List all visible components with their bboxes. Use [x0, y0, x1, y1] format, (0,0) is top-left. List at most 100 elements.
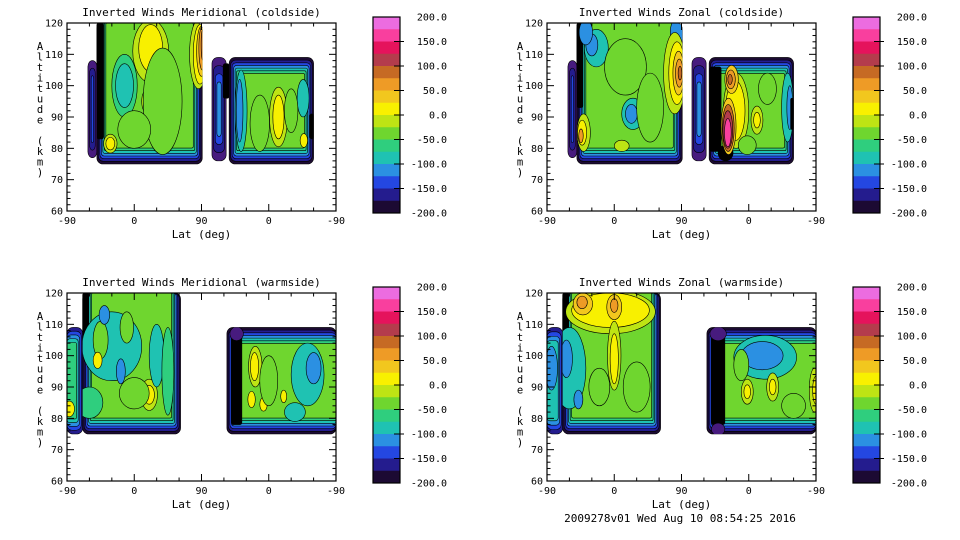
- x-axis-title: Lat (deg): [652, 228, 712, 241]
- colorbar-tick-label: -200.0: [891, 209, 927, 220]
- y-tick-label: 90: [51, 113, 63, 124]
- colorbar-tick-label: 200.0: [897, 283, 927, 294]
- x-tick-label: 0: [131, 216, 137, 227]
- colorbar-tick-label: 200.0: [897, 13, 927, 24]
- colorbar-tick-label: -200.0: [411, 479, 447, 490]
- colorbar-tick-label: -100.0: [411, 160, 447, 171]
- colorbar: 200.0 150.0 100.0 50.0 0.0 -50.0 -100.0 -150.0 -…: [372, 283, 447, 490]
- x-tick-label: 0: [131, 486, 137, 497]
- contour-field: [67, 293, 336, 435]
- y-tick-label: 100: [45, 351, 63, 362]
- colorbar-tick-label: 50.0: [903, 356, 927, 367]
- colorbar-tick-label: 150.0: [417, 307, 447, 318]
- figure-footer: 2009278v01 Wed Aug 10 08:54:25 2016: [564, 512, 796, 525]
- axes: [66, 22, 337, 212]
- y-tick-label: 110: [45, 50, 63, 61]
- y-tick-label: 120: [525, 289, 543, 300]
- contour-field: [87, 23, 314, 165]
- colorbar-tick-label: 100.0: [897, 332, 927, 343]
- colorbar-tick-label: 150.0: [897, 37, 927, 48]
- x-tick-label: 90: [675, 486, 687, 497]
- y-tick-label: 70: [531, 445, 543, 456]
- x-tick-label: 0: [611, 486, 617, 497]
- x-tick-label: -90: [807, 486, 825, 497]
- colorbar-tick-label: 0.0: [429, 111, 447, 122]
- y-tick-label: 80: [51, 144, 63, 155]
- x-tick-label: -90: [58, 216, 76, 227]
- colorbar-tick-label: 50.0: [423, 86, 447, 97]
- colorbar-tick-label: -150.0: [411, 454, 447, 465]
- x-tick-label: 0: [266, 486, 272, 497]
- axes: [546, 22, 817, 212]
- x-tick-label: 90: [195, 486, 207, 497]
- y-tick-label: 90: [51, 383, 63, 394]
- x-axis-title: Lat (deg): [172, 498, 232, 511]
- colorbar-tick-label: 200.0: [417, 283, 447, 294]
- y-tick-label: 80: [531, 414, 543, 425]
- colorbar-tick-label: -50.0: [897, 405, 927, 416]
- y-tick-label: 70: [531, 175, 543, 186]
- colorbar-tick-label: -100.0: [411, 430, 447, 441]
- y-tick-label: 100: [45, 81, 63, 92]
- x-tick-label: 0: [266, 216, 272, 227]
- colorbar-tick-label: 0.0: [909, 111, 927, 122]
- x-axis-title: Lat (deg): [652, 498, 712, 511]
- axes: [546, 292, 817, 482]
- panel-title: Inverted Winds Meridional (warmside): [82, 276, 320, 289]
- y-tick-label: 60: [531, 477, 543, 488]
- colorbar-tick-label: 50.0: [903, 86, 927, 97]
- colorbar-tick-label: 150.0: [417, 37, 447, 48]
- colorbar-tick-label: 50.0: [423, 356, 447, 367]
- x-tick-label: -90: [807, 216, 825, 227]
- x-tick-label: 0: [746, 216, 752, 227]
- colorbar-tick-label: -150.0: [891, 454, 927, 465]
- x-tick-label: -90: [58, 486, 76, 497]
- panel-title: Inverted Winds Zonal (warmside): [579, 276, 784, 289]
- colorbar-tick-label: -100.0: [891, 160, 927, 171]
- y-tick-label: 110: [525, 50, 543, 61]
- y-tick-label: 120: [45, 289, 63, 300]
- y-tick-label: 60: [531, 207, 543, 218]
- y-tick-label: 90: [531, 113, 543, 124]
- y-tick-label: 120: [45, 19, 63, 30]
- colorbar-tick-label: 0.0: [909, 381, 927, 392]
- y-tick-label: 120: [525, 19, 543, 30]
- x-tick-label: 0: [611, 216, 617, 227]
- colorbar-tick-label: -50.0: [417, 405, 447, 416]
- x-tick-label: -90: [327, 486, 345, 497]
- contour-field: [567, 23, 794, 165]
- y-tick-label: 100: [525, 351, 543, 362]
- y-tick-label: 70: [51, 445, 63, 456]
- y-tick-label: 110: [525, 320, 543, 331]
- colorbar-tick-label: 100.0: [897, 62, 927, 73]
- colorbar: 200.0 150.0 100.0 50.0 0.0 -50.0 -100.0 -150.0 -…: [852, 13, 927, 220]
- x-axis-title: Lat (deg): [172, 228, 232, 241]
- colorbar: 200.0 150.0 100.0 50.0 0.0 -50.0 -100.0 -150.0 -…: [852, 283, 927, 490]
- y-tick-label: 100: [525, 81, 543, 92]
- colorbar-tick-label: -150.0: [891, 184, 927, 195]
- colorbar-tick-label: -50.0: [417, 135, 447, 146]
- x-tick-label: -90: [327, 216, 345, 227]
- x-tick-label: -90: [538, 216, 556, 227]
- contour-field: [547, 293, 816, 435]
- y-tick-label: 60: [51, 477, 63, 488]
- colorbar-tick-label: 150.0: [897, 307, 927, 318]
- colorbar-tick-label: -200.0: [411, 209, 447, 220]
- colorbar-tick-label: -150.0: [411, 184, 447, 195]
- y-tick-label: 90: [531, 383, 543, 394]
- colorbar-tick-label: 200.0: [417, 13, 447, 24]
- colorbar-tick-label: 100.0: [417, 332, 447, 343]
- colorbar-tick-label: 0.0: [429, 381, 447, 392]
- x-tick-label: 90: [675, 216, 687, 227]
- y-tick-label: 80: [51, 414, 63, 425]
